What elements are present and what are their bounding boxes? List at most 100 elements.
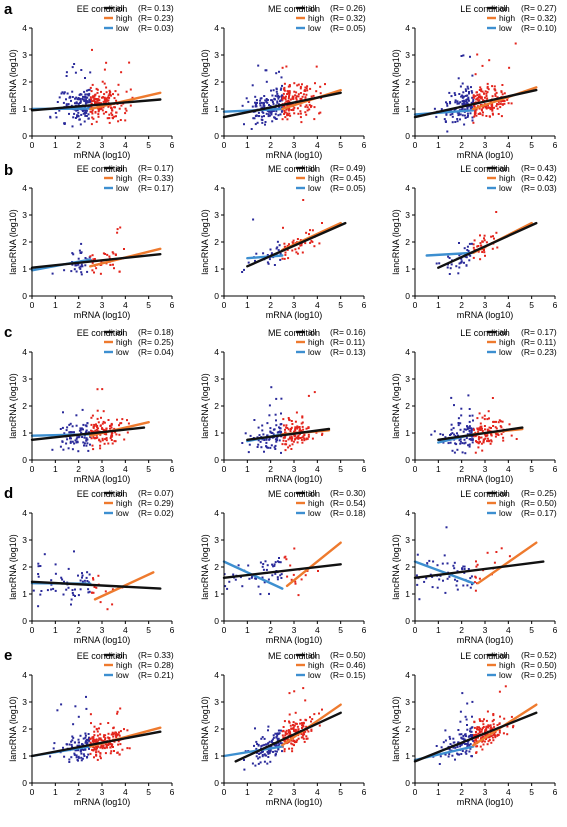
point-low <box>80 69 83 71</box>
legend: all (R= 0.13)high (R= 0.23)low (R= 0.03) <box>104 3 174 33</box>
point-high <box>497 103 500 106</box>
point-low <box>257 585 260 588</box>
point-high <box>110 439 113 441</box>
point-low <box>79 251 82 254</box>
point-high <box>95 751 98 754</box>
point-high <box>283 750 286 753</box>
point-low <box>79 267 82 270</box>
legend-label-high: high <box>308 173 324 183</box>
point-low <box>73 752 76 755</box>
point-low <box>71 431 74 434</box>
point-high <box>482 440 485 443</box>
point-low <box>468 420 471 423</box>
point-high <box>95 267 98 270</box>
point-low <box>56 709 59 712</box>
point-low <box>77 574 79 577</box>
x-tick-label: 5 <box>338 300 343 310</box>
point-high <box>285 65 288 68</box>
point-high <box>92 448 95 451</box>
point-high <box>108 741 111 744</box>
point-high <box>92 577 94 580</box>
point-low <box>49 115 52 118</box>
point-low <box>449 441 452 444</box>
point-low <box>249 434 252 437</box>
point-low <box>465 94 467 97</box>
point-high <box>296 107 299 110</box>
point-high <box>484 435 487 438</box>
point-low <box>72 723 75 726</box>
point-high <box>300 578 303 581</box>
x-tick-label: 2 <box>459 464 464 474</box>
point-low <box>279 113 282 116</box>
point-high <box>497 421 500 424</box>
point-low <box>446 130 449 133</box>
point-high <box>483 237 485 240</box>
point-high <box>474 589 477 592</box>
point-low <box>263 760 266 763</box>
point-high <box>111 114 114 116</box>
point-high <box>97 750 100 753</box>
point-low <box>459 422 462 425</box>
x-tick-label: 0 <box>222 140 227 150</box>
point-high <box>291 743 294 746</box>
point-high <box>474 109 477 112</box>
point-low <box>267 262 270 265</box>
point-low <box>261 576 264 579</box>
point-low <box>73 63 76 65</box>
point-low <box>462 565 465 568</box>
point-high <box>96 740 99 743</box>
point-high <box>305 427 308 430</box>
point-high <box>114 431 117 434</box>
point-high <box>288 100 291 103</box>
point-low <box>269 749 272 751</box>
point-low <box>53 742 56 745</box>
point-low <box>454 101 457 104</box>
point-low <box>469 55 471 58</box>
point-low <box>82 428 84 431</box>
point-high <box>287 417 290 419</box>
point-high <box>116 418 118 421</box>
point-high <box>291 95 294 98</box>
point-high <box>486 710 489 713</box>
legend-label-low: low <box>308 347 322 357</box>
point-high <box>118 753 121 756</box>
point-low <box>279 252 282 255</box>
point-low <box>456 111 459 114</box>
point-high <box>301 436 304 439</box>
point-low <box>85 429 88 432</box>
x-tick-label: 3 <box>483 464 488 474</box>
point-high <box>92 741 95 744</box>
point-high <box>118 734 121 737</box>
point-high <box>95 747 98 750</box>
x-tick-label: 2 <box>268 787 273 797</box>
point-high <box>494 435 497 438</box>
point-low <box>82 749 85 751</box>
point-high <box>491 107 494 110</box>
point-high <box>486 440 489 443</box>
point-low <box>85 115 88 117</box>
point-high <box>113 740 116 743</box>
point-high <box>474 738 477 741</box>
point-high <box>309 716 311 719</box>
point-low <box>460 260 463 263</box>
point-high <box>293 739 296 742</box>
point-low <box>84 741 87 744</box>
point-high <box>499 106 502 109</box>
point-high <box>109 437 112 440</box>
point-low <box>56 101 59 103</box>
point-low <box>258 753 261 755</box>
point-high <box>114 106 116 109</box>
point-high <box>93 437 96 440</box>
point-high <box>110 423 113 426</box>
point-low <box>244 750 247 753</box>
point-low <box>278 430 281 433</box>
point-high <box>486 418 489 421</box>
point-high <box>299 110 302 113</box>
point-low <box>456 118 459 120</box>
point-low <box>270 739 273 742</box>
point-low <box>88 739 91 742</box>
point-low <box>88 431 90 434</box>
point-low <box>281 742 284 745</box>
point-low <box>263 115 265 118</box>
point-high <box>286 90 289 93</box>
